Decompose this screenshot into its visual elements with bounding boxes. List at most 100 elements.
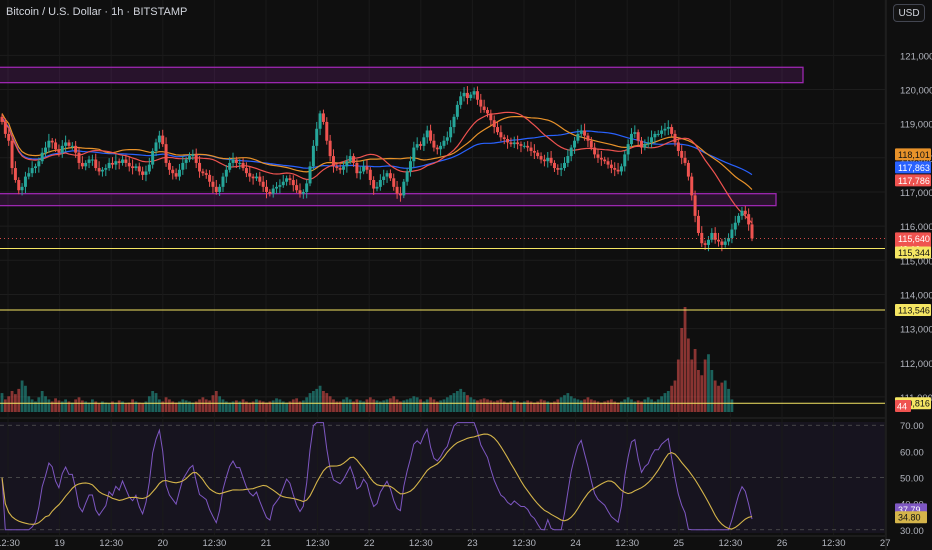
- volume-bar: [579, 400, 583, 412]
- volume-bar: [549, 402, 553, 412]
- candle-body: [238, 162, 242, 164]
- volume-bar: [114, 402, 118, 412]
- candle-body: [57, 149, 61, 153]
- candle-body: [181, 162, 185, 170]
- volume-bar: [375, 400, 379, 412]
- volume-bar: [157, 399, 161, 412]
- candle-body: [3, 121, 7, 134]
- candle-body: [680, 150, 684, 158]
- volume-bar: [372, 399, 376, 412]
- volume-bar: [640, 401, 643, 412]
- candle-body: [141, 171, 145, 175]
- volume-bar: [435, 401, 439, 412]
- candle-body: [40, 152, 44, 162]
- ma-blue-label: 117,863: [898, 163, 930, 173]
- volume-bar: [208, 400, 211, 412]
- candle-body: [345, 161, 349, 167]
- candle-body: [475, 91, 479, 100]
- candle-body: [271, 188, 275, 194]
- candle-body: [445, 137, 449, 141]
- candle-body: [398, 193, 402, 196]
- candle-body: [288, 178, 292, 181]
- time-tick-label: 24: [570, 538, 581, 549]
- volume-bar: [248, 402, 252, 412]
- price-tick-label: 115,000: [900, 256, 932, 267]
- time-tick-label: 12:30: [512, 538, 536, 549]
- candle-body: [80, 162, 84, 167]
- candle-body: [596, 154, 600, 158]
- candle-body: [509, 142, 513, 145]
- volume-bar: [80, 400, 84, 412]
- candle-body: [502, 137, 506, 140]
- volume-bar: [522, 401, 526, 412]
- volume-bar: [358, 400, 362, 412]
- volume-bar: [161, 401, 165, 412]
- candle-body: [104, 168, 108, 170]
- volume-bar: [288, 401, 292, 412]
- candle-body: [479, 99, 483, 107]
- candle-body: [606, 161, 610, 165]
- candle-body: [147, 164, 151, 172]
- volume-bar: [690, 359, 694, 412]
- volume-bar: [74, 399, 78, 412]
- candle-body: [646, 142, 650, 145]
- volume-bar: [60, 401, 64, 412]
- volume-bar: [586, 397, 590, 412]
- candle-body: [50, 140, 54, 143]
- volume-bar: [57, 400, 61, 412]
- volume-bar: [713, 380, 717, 412]
- volume-bar: [265, 402, 268, 412]
- volume-bar: [117, 400, 121, 412]
- candle-body: [626, 144, 630, 155]
- candle-body: [251, 176, 255, 179]
- candle-body: [737, 215, 741, 223]
- volume-bar: [281, 401, 285, 412]
- candle-body: [700, 232, 704, 244]
- candle-body: [696, 215, 700, 233]
- candle-body: [449, 127, 453, 138]
- volume-bar: [245, 401, 248, 412]
- volume-bar: [3, 399, 7, 412]
- volume-bar: [606, 400, 610, 412]
- volume-bar: [532, 402, 536, 412]
- volume-bar: [201, 397, 205, 412]
- candle-body: [690, 176, 694, 196]
- candle-body: [134, 166, 138, 169]
- candle-body: [653, 133, 657, 138]
- time-tick-label: 12:30: [0, 538, 20, 549]
- time-tick-label: 19: [54, 538, 65, 549]
- volume-bar: [251, 401, 255, 412]
- candle-body: [67, 142, 71, 146]
- candle-body: [342, 166, 346, 170]
- candle-body: [666, 127, 670, 129]
- price-tick-label: 121,000: [900, 51, 932, 62]
- volume-bar: [24, 385, 27, 412]
- candle-body: [656, 133, 660, 135]
- candle-body: [569, 147, 573, 157]
- volume-bar: [188, 401, 191, 412]
- candle-body: [717, 239, 721, 242]
- candle-body: [496, 127, 500, 133]
- volume-bar: [325, 393, 329, 412]
- volume-bar: [489, 400, 493, 412]
- candle-body: [208, 174, 212, 182]
- candle-body: [110, 162, 114, 165]
- volume-bar: [228, 402, 232, 412]
- volume-bar: [452, 393, 456, 412]
- candle-body: [70, 145, 74, 147]
- candle-body: [60, 145, 64, 153]
- time-tick-label: 12:30: [822, 538, 846, 549]
- price-tick-label: 113,000: [900, 325, 932, 336]
- volume-bar: [476, 400, 479, 412]
- price-tick-label: 119,000: [900, 120, 932, 131]
- volume-bar: [596, 401, 600, 412]
- level-113546-label-bg: [895, 303, 931, 316]
- volume-bar: [439, 400, 443, 412]
- candle-body: [522, 145, 526, 147]
- currency-button[interactable]: USD: [893, 4, 925, 22]
- volume-bar: [70, 402, 74, 412]
- candle-body: [37, 161, 41, 167]
- candle-body: [452, 116, 456, 128]
- candle-body: [308, 166, 312, 184]
